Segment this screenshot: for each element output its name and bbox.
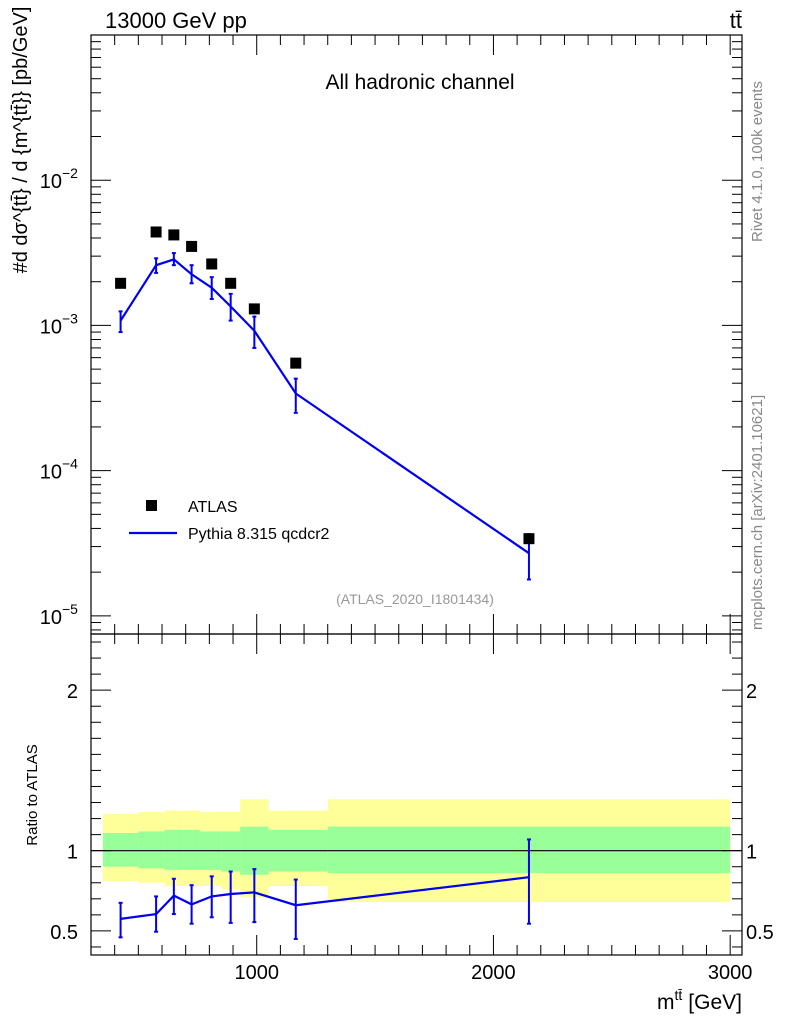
ratio-y-tick-label-right: 2 bbox=[746, 681, 757, 703]
ratio-y-tick-label-right: 1 bbox=[746, 842, 757, 864]
main-y-tick-label: 10 bbox=[40, 607, 62, 629]
ratio-band-inner bbox=[138, 831, 165, 869]
x-tick-label: 1000 bbox=[234, 962, 279, 984]
main-data-point bbox=[115, 277, 127, 289]
main-y-tick-label-exponent: −5 bbox=[62, 601, 78, 617]
main-y-tick-label-exponent: −3 bbox=[62, 310, 78, 326]
legend-data-label: ATLAS bbox=[188, 499, 238, 516]
analysis-watermark: (ATLAS_2020_I1801434) bbox=[336, 591, 494, 607]
ratio-y-tick-label-left: 1 bbox=[67, 842, 78, 864]
main-title: All hadronic channel bbox=[325, 71, 514, 94]
x-tick-label: 3000 bbox=[708, 962, 753, 984]
x-tick-label: 2000 bbox=[471, 962, 516, 984]
main-y-tick-label: 10 bbox=[40, 316, 62, 338]
main-y-tick-label-exponent: −2 bbox=[62, 165, 78, 181]
ratio-band-inner bbox=[102, 833, 139, 867]
main-frame bbox=[90, 34, 743, 635]
ratio-y-tick-label-left: 2 bbox=[67, 681, 78, 703]
collision-label: 13000 GeV pp bbox=[105, 8, 247, 33]
main-y-tick-label-exponent: −4 bbox=[62, 456, 78, 472]
main-y-axis-label-text: #d dσ^{tt̄} / d {m^{tt̄}} [pb/GeV] bbox=[10, 7, 32, 274]
main-y-tick-label: 10 bbox=[40, 171, 62, 193]
legend-mc-label: Pythia 8.315 qcdcr2 bbox=[188, 526, 330, 543]
legend-data-marker bbox=[146, 500, 157, 511]
x-axis-label-unit: [GeV] bbox=[688, 991, 742, 1014]
main-data-point bbox=[225, 277, 237, 289]
main-mc-line bbox=[119, 258, 530, 555]
main-data-point bbox=[186, 240, 198, 252]
rivet-label: Rivet 4.1.0, 100k events bbox=[749, 81, 766, 242]
ratio-y-tick-labels: 0.5 0.5 1 1 2 2 bbox=[50, 681, 774, 944]
process-label: tt̄ bbox=[730, 8, 742, 33]
ratio-x-tick-labels: 1000 2000 3000 bbox=[234, 962, 752, 984]
main-axis-ticks bbox=[90, 34, 742, 634]
main-data-point bbox=[168, 229, 180, 241]
ratio-y-tick-label-left: 0.5 bbox=[50, 922, 78, 944]
ratio-frame bbox=[90, 633, 743, 956]
legend: ATLAS Pythia 8.315 qcdcr2 bbox=[129, 499, 330, 543]
main-data-point bbox=[150, 226, 162, 238]
mcplots-label: mcplots.cern.ch [arXiv:2401.10621] bbox=[749, 395, 766, 630]
main-data-point bbox=[248, 303, 260, 315]
main-data-point bbox=[523, 533, 535, 545]
main-y-axis-label: #d dσ^{tt̄} / d {m^{tt̄}} [pb/GeV] bbox=[10, 7, 32, 274]
ratio-axis-ticks bbox=[90, 634, 742, 955]
ratio-mc-series bbox=[118, 838, 531, 940]
main-data-series bbox=[115, 226, 535, 545]
x-axis-label-base: m bbox=[657, 991, 675, 1014]
ratio-y-axis-label: Ratio to ATLAS bbox=[24, 744, 41, 845]
ratio-y-tick-label-right: 0.5 bbox=[746, 922, 774, 944]
main-data-point bbox=[290, 357, 302, 369]
ratio-band-inner bbox=[183, 829, 200, 870]
ratio-band-inner bbox=[164, 829, 184, 870]
x-axis-label: mtt̄ [GeV] bbox=[657, 987, 742, 1014]
main-data-point bbox=[206, 258, 218, 270]
ratio-band-inner bbox=[221, 831, 241, 872]
main-y-tick-labels: 10−210−310−410−5 bbox=[40, 165, 78, 629]
x-axis-label-sup: tt̄ bbox=[675, 987, 683, 1003]
main-mc-series bbox=[118, 252, 531, 581]
main-y-tick-label: 10 bbox=[40, 462, 62, 484]
